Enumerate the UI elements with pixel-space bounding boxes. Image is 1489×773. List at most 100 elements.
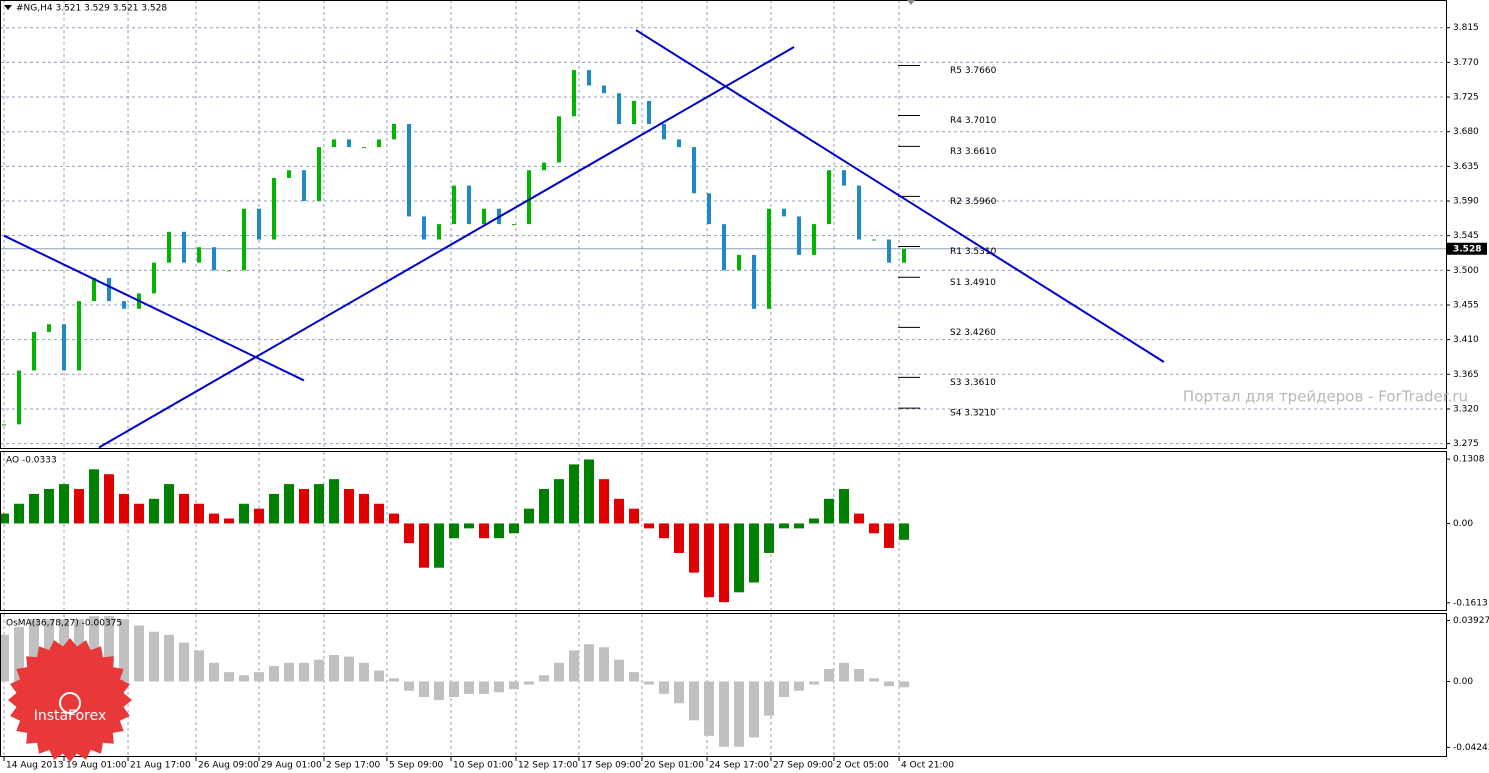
logo-badge (8, 638, 132, 762)
candle (77, 301, 81, 371)
histogram-bar (659, 681, 669, 694)
histogram-bar (119, 619, 129, 682)
price-pane-frame (0, 0, 1447, 449)
histogram-bar (509, 523, 519, 534)
pivot-label: S1 3.4910 (950, 278, 996, 288)
histogram-bar (554, 479, 564, 524)
candle (62, 324, 66, 371)
histogram-bar (779, 681, 789, 698)
histogram-bar (734, 523, 744, 593)
histogram-bar (224, 518, 234, 524)
y-tick-label: 0.03927 (1453, 616, 1489, 626)
y-tick-label: 3.815 (1453, 23, 1479, 33)
candle (857, 185, 861, 240)
pivot-label: R4 3.7010 (950, 116, 997, 126)
histogram-bar (704, 523, 714, 598)
current-price-box (1447, 242, 1487, 255)
candle (647, 100, 651, 124)
histogram-bar (464, 523, 474, 529)
candle (197, 247, 201, 263)
candle (257, 208, 261, 240)
histogram-bar (599, 647, 609, 682)
histogram-bar (389, 513, 399, 524)
histogram-bar (344, 488, 354, 524)
candle (332, 139, 336, 148)
histogram-bar (644, 523, 654, 529)
histogram-bar (554, 662, 564, 682)
histogram-bar (734, 681, 744, 747)
histogram-bar (494, 523, 504, 539)
candle (347, 139, 351, 148)
histogram-bar (599, 479, 609, 524)
histogram-bar (629, 672, 639, 682)
x-tick-label: 19 Aug 01:00 (66, 761, 127, 771)
histogram-bar (839, 488, 849, 524)
candle (287, 170, 291, 178)
histogram-bar (644, 681, 654, 685)
histogram-bar (629, 508, 639, 524)
histogram-bar (419, 523, 429, 568)
histogram-bar (0, 513, 9, 524)
histogram-bar (524, 681, 534, 685)
candle (422, 216, 426, 240)
candle (362, 147, 366, 149)
y-tick-label: 0.00 (1453, 677, 1473, 687)
y-tick-label: 3.725 (1453, 93, 1479, 103)
histogram-bar (779, 523, 789, 529)
x-tick-label: 21 Aug 17:00 (130, 761, 191, 771)
histogram-bar (719, 681, 729, 747)
pivot-label: R3 3.6610 (950, 147, 997, 157)
histogram-bar (389, 678, 399, 682)
chart-title: #NG,H4 3.521 3.529 3.521 3.528 (16, 4, 167, 14)
candle (107, 278, 111, 302)
candle (407, 123, 411, 217)
pivot-label: S3 3.3610 (950, 378, 996, 388)
osma-pane-frame (0, 613, 1447, 757)
histogram-bar (869, 678, 879, 682)
candle (182, 231, 186, 263)
y-tick-label: 3.500 (1453, 266, 1479, 276)
candle (212, 247, 216, 271)
histogram-bar (344, 656, 354, 682)
candle (812, 224, 816, 255)
histogram-bar (299, 662, 309, 682)
candle (302, 170, 306, 202)
histogram-bar (704, 681, 714, 736)
candle (32, 331, 36, 371)
y-tick-label: 3.770 (1453, 58, 1479, 68)
x-tick-label: 17 Sep 09:00 (581, 761, 641, 771)
shift-marker (907, 0, 915, 5)
y-tick-label: 3.410 (1453, 335, 1479, 345)
histogram-bar (284, 662, 294, 682)
candle (227, 270, 231, 272)
logo-icon (59, 692, 81, 714)
candle (452, 185, 456, 225)
y-tick-label: 3.275 (1453, 439, 1479, 449)
histogram-bar (794, 681, 804, 691)
menu-arrow[interactable] (4, 5, 12, 10)
candle (662, 123, 666, 140)
pivot-label: S4 3.3210 (950, 409, 996, 419)
candle (557, 116, 561, 163)
histogram-bar (329, 655, 339, 682)
candle (617, 93, 621, 124)
histogram-bar (254, 508, 264, 524)
histogram-bar (164, 484, 174, 524)
candle (842, 170, 846, 186)
histogram-bar (899, 681, 909, 688)
histogram-bar (719, 523, 729, 603)
candle (122, 301, 126, 309)
histogram-bar (314, 659, 324, 682)
candle (632, 100, 636, 124)
histogram-bar (614, 498, 624, 524)
candle (737, 254, 741, 271)
histogram-bar (764, 681, 774, 716)
y-tick-label: 0.1308 (1453, 455, 1485, 465)
histogram-bar (374, 670, 384, 682)
histogram-bar (689, 523, 699, 573)
y-tick-label: -0.1613 (1453, 598, 1488, 608)
candle (242, 208, 246, 271)
candle (167, 231, 171, 263)
histogram-bar (464, 681, 474, 694)
